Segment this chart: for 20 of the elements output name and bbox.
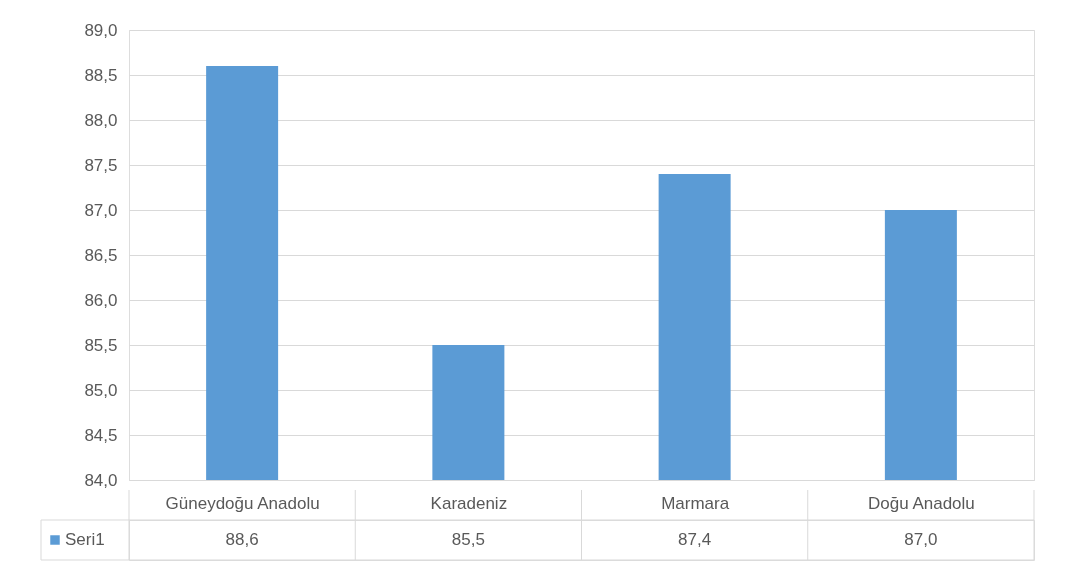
y-tick-label: 87,5 bbox=[84, 155, 118, 175]
data-label: 87,0 bbox=[904, 530, 938, 549]
y-tick-label: 88,0 bbox=[84, 110, 118, 130]
y-tick-label: 89,0 bbox=[84, 20, 118, 40]
y-tick-label: 86,0 bbox=[84, 290, 118, 310]
x-tick-label: Doğu Anadolu bbox=[867, 493, 975, 513]
y-tick-label: 87,0 bbox=[84, 200, 118, 220]
y-tick-label: 85,5 bbox=[84, 335, 118, 355]
data-label: 85,5 bbox=[451, 530, 485, 549]
y-tick-label: 88,5 bbox=[84, 65, 118, 85]
data-label: 87,4 bbox=[678, 530, 712, 549]
y-tick-label: 84,5 bbox=[84, 425, 118, 445]
y-tick-label: 84,0 bbox=[84, 470, 118, 490]
y-tick-label: 85,0 bbox=[84, 380, 118, 400]
x-tick-label: Güneydoğu Anadolu bbox=[165, 493, 320, 513]
x-tick-label: Marmara bbox=[661, 493, 730, 513]
data-label: 88,6 bbox=[225, 530, 259, 549]
x-tick-label: Karadeniz bbox=[430, 493, 508, 513]
y-tick-label: 86,5 bbox=[84, 245, 118, 265]
legend-label: Seri1 bbox=[65, 530, 105, 549]
